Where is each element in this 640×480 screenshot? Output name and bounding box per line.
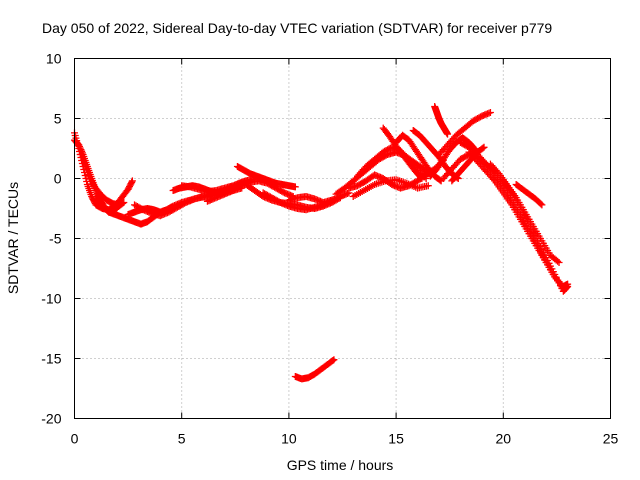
data-point <box>78 154 86 161</box>
data-point <box>75 141 83 149</box>
y-tick-label: -20 <box>41 411 61 427</box>
series-arc31 <box>512 181 546 209</box>
series-arc23 <box>431 103 452 138</box>
chart-title: Day 050 of 2022, Sidereal Day-to-day VTE… <box>42 20 552 36</box>
y-tick-label: 0 <box>54 171 62 187</box>
data-point <box>480 143 488 151</box>
data-point <box>418 175 426 182</box>
y-axis-label: SDTVAR / TECUs <box>5 182 21 294</box>
data-point <box>538 201 546 209</box>
x-tick-label: 5 <box>178 431 186 447</box>
data-point <box>119 199 127 207</box>
data-point <box>81 163 89 170</box>
data-point <box>128 178 136 186</box>
y-tick-label: 10 <box>46 51 62 67</box>
series-arc10 <box>233 163 299 191</box>
data-point <box>77 151 85 158</box>
series-arc13 <box>285 189 353 206</box>
data-point <box>564 283 572 290</box>
y-tick-label: -10 <box>41 291 61 307</box>
data-point <box>444 130 452 138</box>
data-point <box>436 176 444 184</box>
data-point <box>76 143 84 150</box>
x-tick-label: 20 <box>496 431 512 447</box>
series-arc4 <box>92 193 164 228</box>
data-point <box>486 109 494 116</box>
series-arc20 <box>392 131 445 185</box>
data-point <box>537 200 545 208</box>
data-point <box>329 357 337 364</box>
data-point <box>82 166 90 173</box>
data-point <box>494 168 502 176</box>
data-point <box>563 283 571 291</box>
x-tick-label: 25 <box>603 431 619 447</box>
x-axis-label: GPS time / hours <box>287 457 394 473</box>
data-point <box>562 284 570 292</box>
x-tick-label: 0 <box>71 431 79 447</box>
data-point <box>291 183 299 191</box>
y-tick-label: 5 <box>54 111 62 127</box>
data-point <box>80 160 88 167</box>
series-arc30 <box>499 177 572 295</box>
data-point <box>330 356 338 364</box>
x-tick-label: 15 <box>388 431 404 447</box>
data-points <box>71 103 572 383</box>
data-point <box>120 199 128 206</box>
series-arc24 <box>435 109 494 158</box>
series-arc3 <box>77 151 124 209</box>
series-arc19 <box>379 124 426 182</box>
axis-ticks: 0 5 10 15 20 25 -20 -15 -10 -5 0 5 10 <box>41 51 618 447</box>
data-point <box>479 144 487 152</box>
data-point <box>128 177 136 185</box>
x-tick-label: 10 <box>281 431 297 447</box>
data-point <box>489 175 497 183</box>
data-point <box>417 173 425 181</box>
data-point <box>424 182 432 190</box>
grid <box>74 58 611 419</box>
series-arc26 <box>448 143 488 185</box>
series-arc14 <box>291 356 338 383</box>
y-tick-label: -15 <box>41 351 61 367</box>
data-point <box>116 201 124 209</box>
y-tick-label: -5 <box>49 231 62 247</box>
series-arc17 <box>349 176 432 200</box>
data-point <box>76 144 84 152</box>
data-point <box>555 259 563 266</box>
data-point <box>78 147 86 155</box>
data-point <box>79 157 87 164</box>
data-point <box>554 257 562 265</box>
